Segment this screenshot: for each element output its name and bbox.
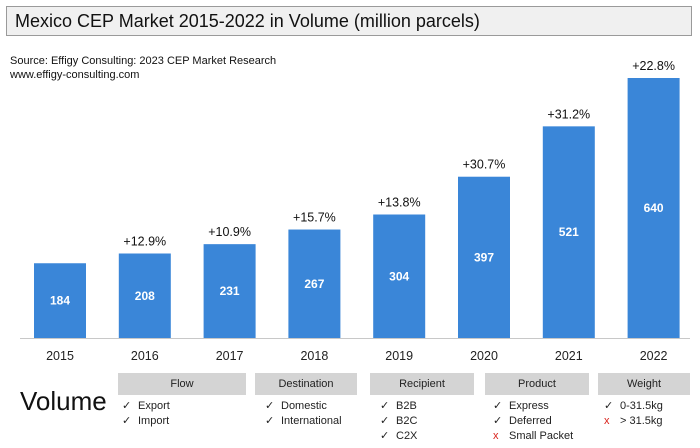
destination-list: ✓ Domestic ✓ International: [265, 399, 342, 429]
value-label-2017: 231: [220, 284, 240, 298]
check-icon: ✓: [380, 415, 390, 427]
x-tick-label-2015: 2015: [46, 349, 74, 363]
bar-2019: [373, 214, 426, 338]
item-label: Deferred: [509, 415, 552, 427]
growth-label-2022: +22.8%: [632, 59, 675, 73]
destination-item-domestic: ✓ Domestic: [265, 399, 342, 414]
recipient-header: Recipient: [370, 373, 474, 395]
flow-header: Flow: [118, 373, 246, 395]
item-label: Export: [138, 400, 170, 412]
bar-2015: [34, 263, 86, 338]
growth-label-2020: +30.7%: [463, 158, 506, 172]
flow-item-import: ✓ Import: [122, 414, 170, 429]
cross-icon: x: [493, 430, 499, 442]
recipient-list: ✓ B2B ✓ B2C ✓ C2X: [380, 399, 417, 444]
item-label: B2B: [396, 400, 417, 412]
item-label: Domestic: [281, 400, 327, 412]
bar-2016: [118, 253, 171, 338]
item-label: > 31.5kg: [620, 415, 663, 427]
x-tick-label-2022: 2022: [640, 349, 668, 363]
value-label-2021: 521: [559, 225, 579, 239]
value-label-2020: 397: [474, 250, 494, 264]
product-header: Product: [485, 373, 589, 395]
recipient-item-b2b: ✓ B2B: [380, 399, 417, 414]
check-icon: ✓: [604, 400, 614, 412]
value-label-2019: 304: [389, 269, 409, 283]
bar-2022: [627, 78, 680, 338]
check-icon: ✓: [380, 400, 390, 412]
bar-2021: [542, 126, 595, 338]
value-label-2016: 208: [135, 289, 155, 303]
volume-label: Volume: [20, 386, 107, 416]
check-icon: ✓: [122, 400, 132, 412]
x-tick-label-2016: 2016: [131, 349, 159, 363]
value-label-2018: 267: [304, 277, 324, 291]
bar-2020: [458, 176, 510, 338]
bar-2018: [288, 229, 341, 338]
x-tick-label-2021: 2021: [555, 349, 583, 363]
weight-item-heavy: x > 31.5kg: [604, 414, 663, 429]
cross-icon: x: [604, 415, 610, 427]
bar-chart: 184 2015 208 +12.9% 2016 231 +10.9% 2017 267 +15.…: [20, 59, 690, 363]
weight-item-light: ✓ 0-31.5kg: [604, 399, 663, 414]
x-tick-label-2020: 2020: [470, 349, 498, 363]
check-icon: ✓: [265, 400, 275, 412]
growth-label-2018: +15.7%: [293, 211, 336, 225]
growth-label-2016: +12.9%: [123, 235, 166, 249]
recipient-item-c2x: ✓ C2X: [380, 429, 417, 444]
check-icon: ✓: [122, 415, 132, 427]
flow-list: ✓ Export ✓ Import: [122, 399, 170, 429]
value-label-2015: 184: [50, 294, 70, 308]
recipient-item-b2c: ✓ B2C: [380, 414, 417, 429]
check-icon: ✓: [493, 415, 503, 427]
source-line: Source: Effigy Consulting: 2023 CEP Mark…: [10, 55, 277, 67]
product-item-express: ✓ Express: [493, 399, 573, 414]
destination-item-international: ✓ International: [265, 414, 342, 429]
growth-label-2017: +10.9%: [208, 225, 251, 239]
product-item-deferred: ✓ Deferred: [493, 414, 573, 429]
item-label: 0-31.5kg: [620, 400, 663, 412]
item-label: B2C: [396, 415, 418, 427]
weight-list: ✓ 0-31.5kg x > 31.5kg: [604, 399, 663, 429]
growth-label-2019: +13.8%: [378, 196, 421, 210]
x-tick-label-2017: 2017: [216, 349, 244, 363]
weight-header: Weight: [598, 373, 690, 395]
item-label: International: [281, 415, 342, 427]
chart-title: Mexico CEP Market 2015-2022 in Volume (m…: [15, 11, 480, 31]
destination-header: Destination: [255, 373, 357, 395]
item-label: Small Packet: [509, 430, 574, 442]
bar-2017: [203, 244, 256, 338]
x-tick-label-2019: 2019: [385, 349, 413, 363]
check-icon: ✓: [493, 400, 503, 412]
item-label: Express: [509, 400, 549, 412]
x-tick-label-2018: 2018: [300, 349, 328, 363]
item-label: Import: [138, 415, 170, 427]
check-icon: ✓: [265, 415, 275, 427]
item-label: C2X: [396, 430, 418, 442]
website-line: www.effigy-consulting.com: [10, 69, 140, 81]
product-list: ✓ Express ✓ Deferred x Small Packet: [493, 399, 573, 444]
product-item-small-packet: x Small Packet: [493, 429, 573, 444]
value-label-2022: 640: [644, 201, 664, 215]
flow-item-export: ✓ Export: [122, 399, 170, 414]
title-box: Mexico CEP Market 2015-2022 in Volume (m…: [6, 6, 692, 36]
growth-label-2021: +31.2%: [547, 107, 590, 121]
source-block: Source: Effigy Consulting: 2023 CEP Mark…: [10, 54, 276, 82]
check-icon: ✓: [380, 430, 390, 442]
